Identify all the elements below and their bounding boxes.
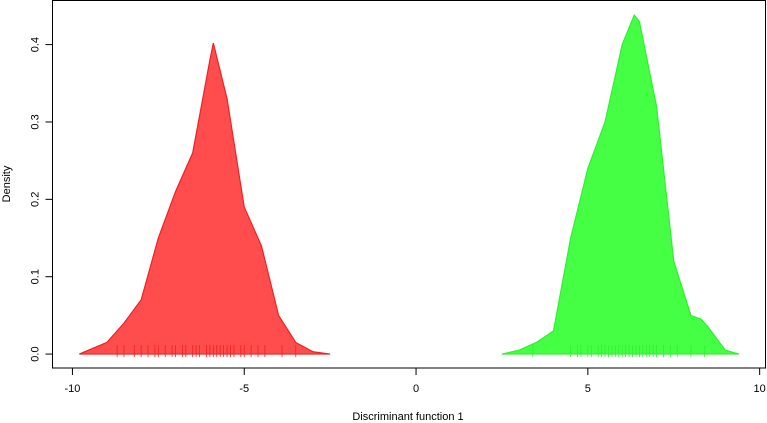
x-tick-label: -10: [64, 383, 80, 395]
x-tick-label: 5: [585, 383, 591, 395]
y-axis-title: Density: [1, 165, 13, 202]
density-area: [501, 14, 740, 355]
y-tick-label: 0.0: [29, 346, 41, 361]
x-tick-label: 0: [413, 383, 419, 395]
x-axis-title: Discriminant function 1: [352, 411, 463, 423]
plot-box: [52, 0, 766, 369]
density-area: [79, 42, 331, 355]
y-tick-label: 0.2: [29, 192, 41, 207]
y-tick-label: 0.3: [29, 114, 41, 129]
y-tick-label: 0.4: [29, 37, 41, 52]
x-tick-label: -5: [239, 383, 249, 395]
y-tick-label: 0.1: [29, 269, 41, 284]
x-tick-label: 10: [754, 383, 766, 395]
